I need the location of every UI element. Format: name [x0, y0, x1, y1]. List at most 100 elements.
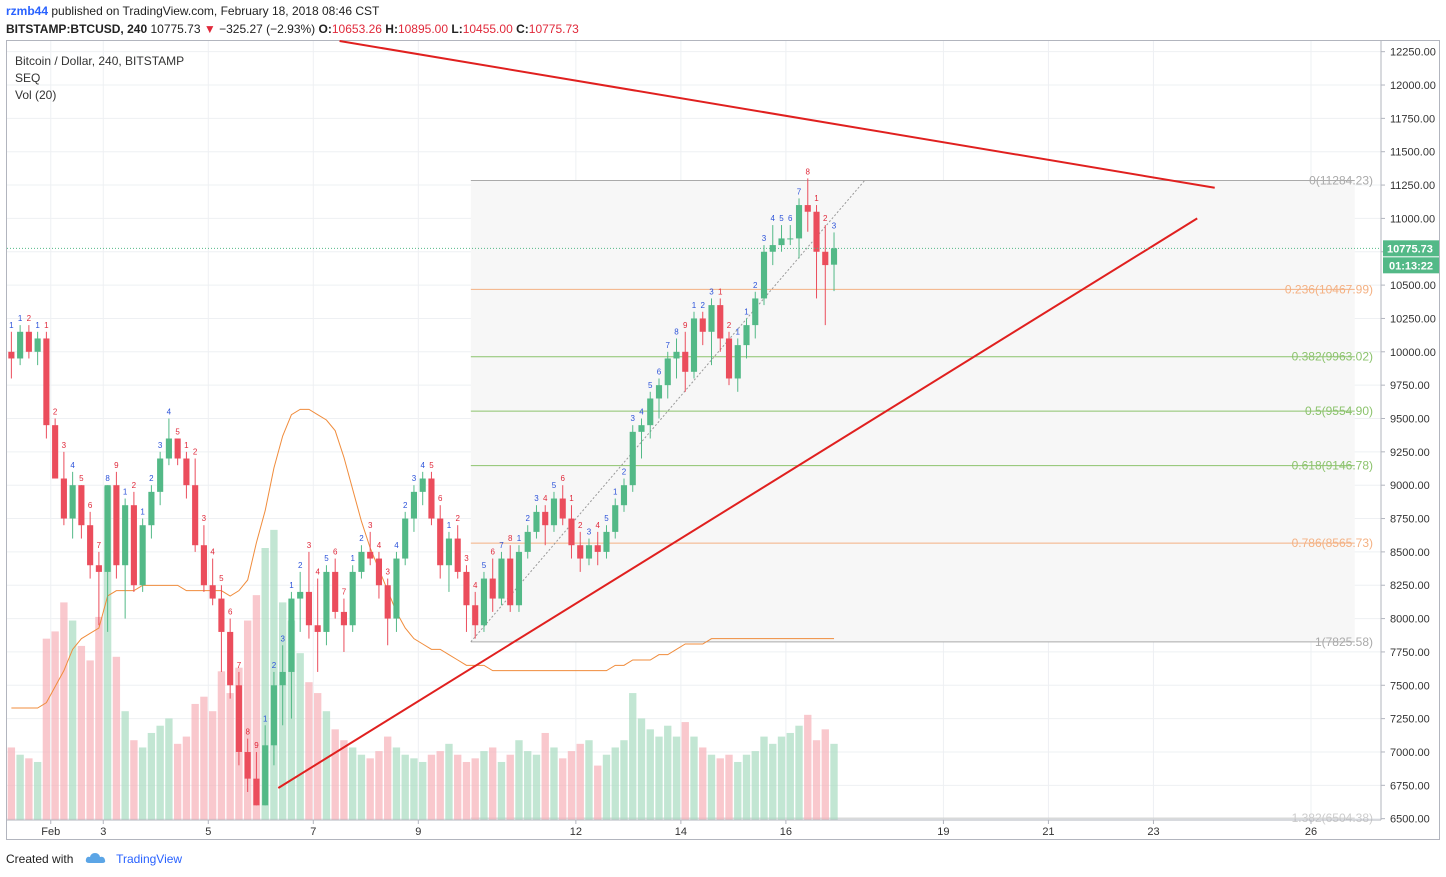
volume-bar: [707, 754, 716, 820]
candle-body: [130, 505, 137, 586]
time-axis-label: 3: [100, 826, 106, 838]
volume-bar: [699, 747, 707, 820]
candle-body: [717, 305, 724, 339]
volume-bar: [7, 747, 16, 820]
candle-body: [419, 478, 426, 492]
candle-body: [43, 338, 50, 426]
seq-count-label: 6: [228, 608, 233, 617]
candle-body: [743, 325, 750, 346]
seq-count-label: 6: [333, 548, 338, 557]
volume-bar: [60, 602, 68, 820]
volume-bar: [147, 732, 156, 820]
volume-bar: [506, 754, 514, 820]
down-arrow-icon: ▼: [203, 22, 216, 36]
seq-count-label: 4: [70, 461, 75, 470]
seq-count-label: 5: [648, 381, 653, 390]
volume-bar: [401, 754, 409, 820]
close-value: 10775.73: [528, 22, 579, 36]
volume-bar: [804, 714, 812, 820]
time-axis-label: 16: [780, 826, 792, 838]
time-axis-label: 5: [205, 826, 211, 838]
candle-body: [288, 598, 295, 672]
footer-brand-link[interactable]: TradingView: [116, 852, 183, 866]
fib-level-label: 1(7825.58): [1315, 635, 1373, 649]
candle-body: [192, 485, 199, 546]
volume-bar: [489, 747, 497, 820]
candle-body: [393, 558, 400, 619]
seq-count-label: 1: [184, 441, 189, 450]
volume-bar: [611, 747, 619, 820]
candle-body: [585, 545, 593, 559]
volume-bar: [77, 645, 86, 820]
seq-count-label: 8: [806, 167, 811, 176]
candle-body: [52, 425, 59, 479]
price-axis-label: 8500.00: [1390, 547, 1430, 559]
volume-bar: [445, 743, 453, 820]
seq-count-label: 6: [490, 548, 495, 557]
chart-frame[interactable]: [6, 40, 1440, 840]
seq-count-label: 5: [324, 554, 329, 563]
candle-body: [297, 591, 304, 599]
seq-count-label: 2: [403, 501, 408, 510]
last-price: 10775.73: [150, 22, 201, 36]
seq-count-label: 3: [762, 234, 767, 243]
volume-bar: [742, 754, 751, 820]
candle-body: [60, 478, 67, 519]
candle-body: [594, 545, 601, 552]
volume-bar: [322, 711, 331, 820]
volume-bar: [392, 747, 401, 820]
candle-body: [480, 578, 488, 626]
volume-bar: [121, 711, 129, 820]
candle-body: [148, 491, 155, 526]
seq-count-label: 1: [263, 714, 268, 723]
seq-count-label: 4: [639, 407, 644, 416]
candle-body: [428, 478, 435, 519]
volume-bar: [585, 740, 593, 820]
candle-body: [323, 571, 330, 632]
candle-body: [78, 485, 85, 526]
candle-body: [445, 538, 453, 566]
seq-count-label: 2: [455, 514, 460, 523]
author-link[interactable]: rzmb44: [6, 4, 49, 18]
price-axis-label: 6750.00: [1390, 780, 1430, 792]
candle-body: [629, 431, 636, 486]
time-axis-label: 21: [1042, 826, 1054, 838]
price-axis-label: 8750.00: [1390, 514, 1430, 526]
price-axis-label: 10000.00: [1390, 347, 1436, 359]
volume-bar: [410, 758, 418, 820]
seq-count-label: 5: [175, 428, 180, 437]
volume-bar: [646, 729, 654, 820]
price-axis-label: 11000.00: [1390, 213, 1435, 225]
candle-body: [795, 205, 803, 239]
seq-count-label: 3: [62, 441, 67, 450]
candle-body: [200, 545, 207, 586]
seq-count-label: 1: [718, 287, 723, 296]
time-axis-label: 14: [675, 826, 687, 838]
volume-bar: [672, 736, 681, 820]
candle-body: [647, 398, 654, 426]
candle-body: [8, 351, 15, 359]
volume-bar: [620, 740, 628, 820]
trendline-lower: [277, 217, 1198, 789]
seq-count-label: 3: [368, 521, 373, 530]
candle-body: [25, 331, 32, 352]
price-axis-label: 9750.00: [1390, 380, 1430, 392]
volume-bar: [681, 722, 689, 820]
price-axis-label: 11750.00: [1390, 113, 1435, 125]
seq-count-label: 5: [779, 214, 784, 223]
volume-bar: [156, 725, 164, 820]
volume-bar: [252, 595, 261, 820]
time-axis-label: 12: [570, 826, 582, 838]
candle-body: [524, 531, 531, 552]
volume-bar: [314, 693, 322, 820]
candle-body: [174, 438, 181, 459]
volume-bar: [629, 693, 637, 820]
candle-body: [708, 305, 715, 332]
volume-bar: [287, 620, 296, 820]
volume-bar: [655, 736, 663, 820]
price-axis-label: 7000.00: [1390, 747, 1430, 759]
seq-count-label: 5: [429, 461, 434, 470]
seq-count-label: 2: [753, 281, 758, 290]
time-axis-label: Feb: [41, 826, 60, 838]
